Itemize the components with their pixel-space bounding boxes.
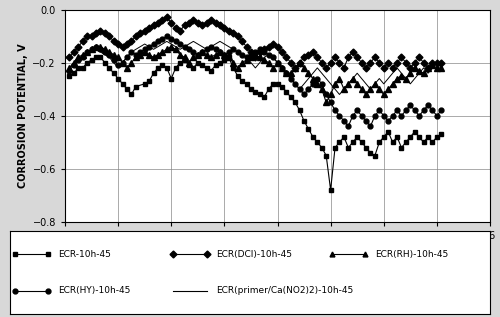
ECR(DCI)-10h-45 (292, 66, 298, 70)
ECR-10h-45 (257, 93, 263, 96)
ECR(HY)-10h-45 (199, 50, 205, 54)
ECR-10h-45 (71, 71, 77, 75)
ECR-10h-45 (88, 58, 94, 62)
ECR(DCI)-10h-45 (164, 16, 170, 19)
ECR(primer/Ca(NO2)2)-10h-45 (438, 66, 444, 70)
ECR-10h-45 (239, 79, 245, 83)
ECR(RH)-10h-45 (199, 50, 205, 54)
ECR(HY)-10h-45 (425, 103, 431, 107)
ECR(RH)-10h-45 (133, 55, 139, 59)
ECR(primer/Ca(NO2)2)-10h-45 (182, 45, 188, 49)
ECR(HY)-10h-45 (346, 124, 352, 128)
ECR(DCI)-10h-45 (66, 55, 72, 59)
ECR(primer/Ca(NO2)2)-10h-45 (164, 39, 170, 43)
ECR(DCI)-10h-45 (182, 23, 188, 27)
ECR(RH)-10h-45 (257, 55, 263, 59)
ECR(primer/Ca(NO2)2)-10h-45 (128, 50, 134, 54)
ECR(HY)-10h-45 (438, 108, 444, 112)
ECR(primer/Ca(NO2)2)-10h-45 (199, 45, 205, 49)
ECR(RH)-10h-45 (186, 61, 192, 65)
ECR(primer/Ca(NO2)2)-10h-45 (66, 66, 72, 70)
Line: ECR(RH)-10h-45: ECR(RH)-10h-45 (66, 44, 444, 105)
ECR(HY)-10h-45 (182, 45, 188, 49)
ECR-10h-45 (438, 133, 444, 136)
X-axis label: TIME, weeks: TIME, weeks (241, 245, 314, 255)
ECR(DCI)-10h-45 (425, 66, 431, 70)
ECR(RH)-10h-45 (182, 55, 188, 59)
ECR(primer/Ca(NO2)2)-10h-45 (336, 93, 342, 96)
Text: ECR(HY)-10h-45: ECR(HY)-10h-45 (58, 286, 130, 295)
Text: ECR-10h-45: ECR-10h-45 (58, 250, 111, 259)
ECR(DCI)-10h-45 (438, 61, 444, 65)
Line: ECR(HY)-10h-45: ECR(HY)-10h-45 (67, 34, 444, 129)
ECR(RH)-10h-45 (93, 45, 99, 49)
ECR(primer/Ca(NO2)2)-10h-45 (186, 42, 192, 46)
ECR(DCI)-10h-45 (199, 23, 205, 27)
Y-axis label: CORROSION POTENTIAL, V: CORROSION POTENTIAL, V (18, 43, 28, 188)
Line: ECR(primer/Ca(NO2)2)-10h-45: ECR(primer/Ca(NO2)2)-10h-45 (70, 41, 442, 94)
Text: ECR(primer/Ca(NO2)2)-10h-45: ECR(primer/Ca(NO2)2)-10h-45 (216, 286, 354, 295)
ECR(RH)-10h-45 (66, 66, 72, 70)
ECR(DCI)-10h-45 (257, 50, 263, 54)
ECR(RH)-10h-45 (438, 66, 444, 70)
ECR-10h-45 (358, 140, 364, 144)
ECR-10h-45 (328, 188, 334, 192)
ECR(primer/Ca(NO2)2)-10h-45 (257, 61, 263, 65)
ECR(primer/Ca(NO2)2)-10h-45 (425, 71, 431, 75)
ECR(RH)-10h-45 (323, 100, 329, 104)
ECR(DCI)-10h-45 (128, 39, 134, 43)
ECR(DCI)-10h-45 (186, 21, 192, 25)
ECR-10h-45 (93, 55, 99, 59)
ECR(HY)-10h-45 (257, 48, 263, 51)
ECR-10h-45 (376, 140, 382, 144)
Text: ECR(DCI)-10h-45: ECR(DCI)-10h-45 (216, 250, 292, 259)
ECR(HY)-10h-45 (186, 48, 192, 51)
Line: ECR-10h-45: ECR-10h-45 (67, 55, 444, 192)
ECR(HY)-10h-45 (128, 50, 134, 54)
ECR-10h-45 (66, 74, 72, 78)
ECR(RH)-10h-45 (425, 66, 431, 70)
ECR(HY)-10h-45 (66, 69, 72, 73)
Line: ECR(DCI)-10h-45: ECR(DCI)-10h-45 (67, 15, 444, 70)
ECR(HY)-10h-45 (164, 34, 170, 38)
Text: ECR(RH)-10h-45: ECR(RH)-10h-45 (375, 250, 448, 259)
